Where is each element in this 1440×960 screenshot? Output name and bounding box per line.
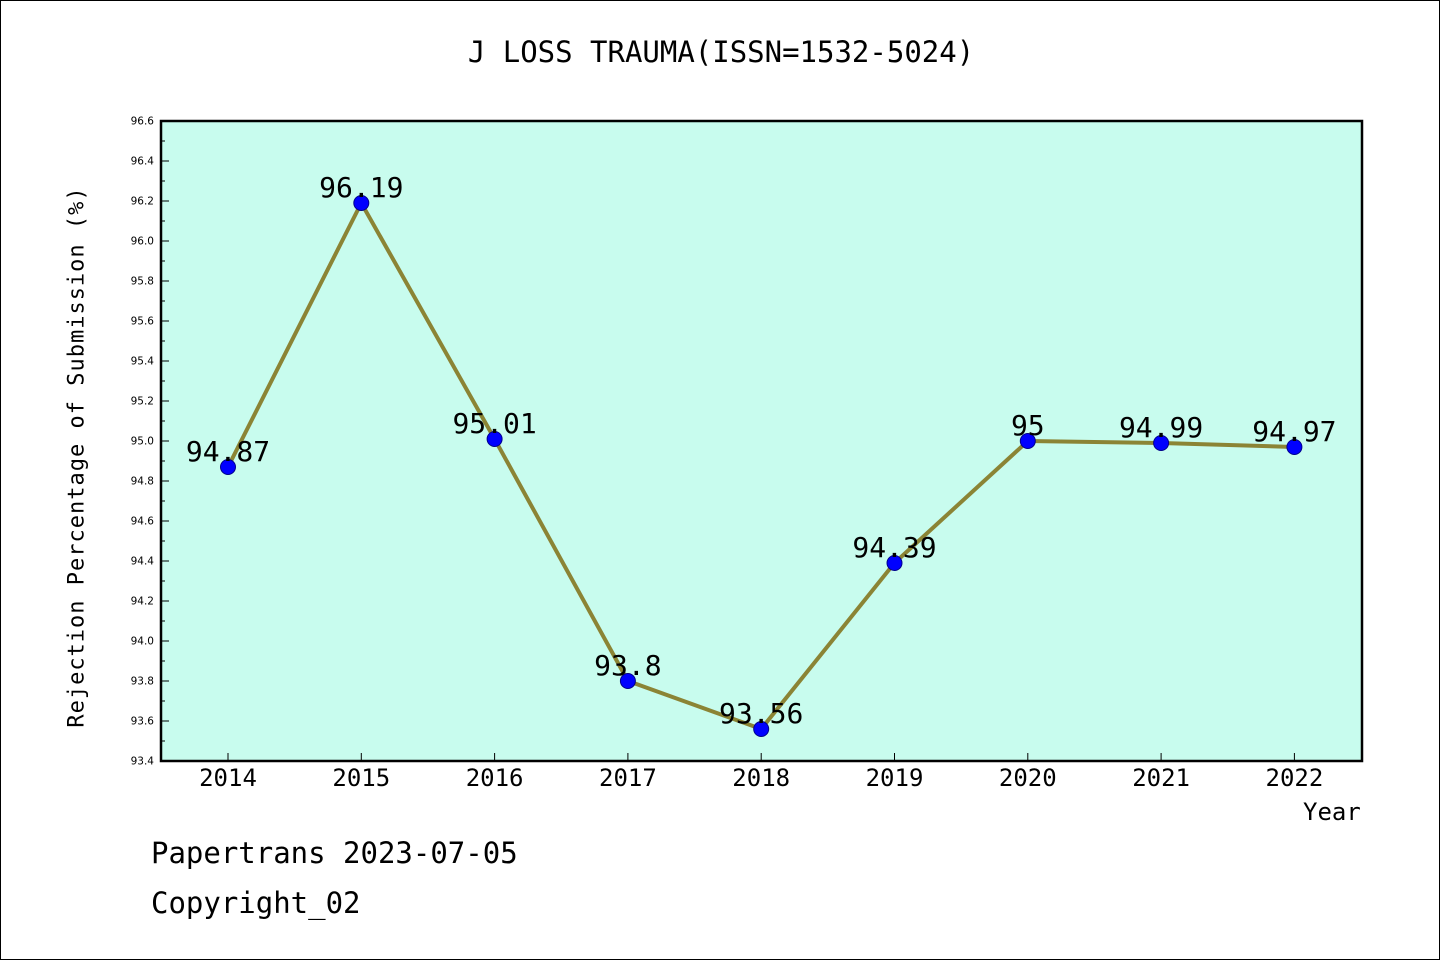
y-tick-label: 95.0 bbox=[131, 436, 154, 448]
y-tick-label: 93.4 bbox=[131, 756, 155, 768]
x-tick-label: 2020 bbox=[999, 764, 1057, 792]
y-tick-label: 96.2 bbox=[131, 196, 154, 208]
data-point bbox=[1153, 435, 1170, 451]
data-label: 94.99 bbox=[1119, 411, 1203, 444]
chart-title: J LOSS TRAUMA(ISSN=1532-5024) bbox=[467, 35, 975, 69]
data-point bbox=[1286, 439, 1303, 455]
data-label: 94.87 bbox=[186, 435, 270, 468]
y-tick-label: 94.2 bbox=[131, 596, 154, 608]
y-tick-label: 95.4 bbox=[131, 356, 155, 368]
data-label: 95 bbox=[1011, 409, 1045, 442]
y-tick-label: 94.6 bbox=[131, 516, 155, 528]
data-point bbox=[1019, 433, 1036, 449]
y-tick-label: 93.8 bbox=[131, 676, 154, 688]
data-point bbox=[619, 673, 636, 689]
y-tick-label: 96.4 bbox=[131, 156, 155, 168]
y-tick-label: 96.0 bbox=[131, 236, 154, 248]
y-tick-label: 95.2 bbox=[131, 396, 154, 408]
data-point bbox=[353, 195, 370, 211]
y-tick-label: 95.6 bbox=[131, 316, 155, 328]
y-tick-label: 94.8 bbox=[131, 476, 154, 488]
x-tick-label: 2015 bbox=[332, 764, 390, 792]
x-tick-label: 2016 bbox=[466, 764, 524, 792]
x-tick-label: 2017 bbox=[599, 764, 657, 792]
x-tick-label: 2021 bbox=[1132, 764, 1190, 792]
footer-copyright: Copyright_02 bbox=[151, 886, 361, 920]
footer-date: Papertrans 2023-07-05 bbox=[151, 836, 518, 870]
data-label: 96.19 bbox=[319, 171, 403, 204]
data-point bbox=[753, 721, 770, 737]
x-tick-label: 2018 bbox=[732, 764, 790, 792]
data-label: 93.56 bbox=[719, 697, 803, 730]
data-point bbox=[220, 459, 236, 475]
data-label: 94.97 bbox=[1252, 415, 1336, 448]
data-point bbox=[886, 555, 903, 571]
x-tick-label: 2022 bbox=[1266, 764, 1324, 792]
y-tick-label: 94.4 bbox=[131, 556, 155, 568]
data-label: 93.8 bbox=[594, 649, 661, 682]
plot-frame bbox=[159, 119, 1364, 763]
data-point bbox=[486, 431, 503, 447]
y-tick-label: 96.6 bbox=[131, 116, 155, 128]
data-label: 95.01 bbox=[452, 407, 536, 440]
x-tick-label: 2019 bbox=[866, 764, 924, 792]
x-axis-label: Year bbox=[1303, 798, 1361, 826]
y-tick-label: 93.6 bbox=[131, 716, 155, 728]
y-axis-label: Rejection Percentage of Submission (%) bbox=[64, 186, 90, 728]
y-tick-label: 95.8 bbox=[131, 276, 154, 288]
x-tick-label: 2014 bbox=[199, 764, 257, 792]
y-tick-label: 94.0 bbox=[131, 636, 154, 648]
data-label: 94.39 bbox=[852, 531, 936, 564]
